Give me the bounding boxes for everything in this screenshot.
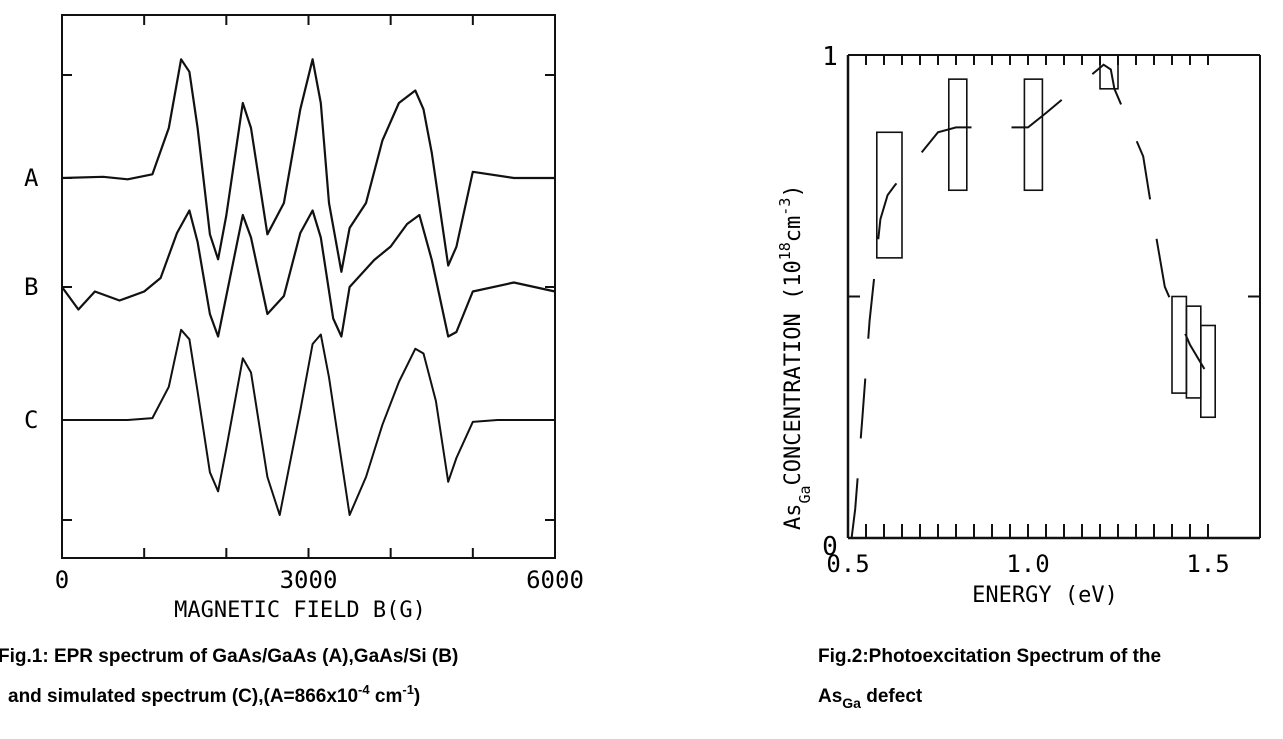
photo-curve-line (850, 63, 1206, 539)
photo-curve (850, 63, 1206, 539)
epr-series-a-label: A (24, 164, 39, 192)
photo-x-tick-label: 1.0 (1006, 550, 1049, 578)
photo-tick-marks (848, 55, 1260, 538)
epr-series-labels: A B C (24, 164, 39, 434)
caption-close: ) (414, 686, 420, 707)
epr-series-c-label: C (24, 406, 38, 434)
photo-error-box (875, 131, 903, 259)
photoexcitation-chart: 0.5 1.0 1.5 01 ENERGY (eV) AsGaCONCENTRATI… (776, 42, 1261, 711)
photo-y-tick-label: 0 (822, 532, 838, 562)
photo-error-box (1171, 295, 1188, 394)
epr-x-axis-label: MAGNETIC FIELD B(G) (174, 598, 426, 623)
epr-plot-frame (61, 14, 556, 559)
epr-series-lines (61, 58, 556, 516)
photo-error-box (1099, 54, 1119, 90)
photo-error-box (947, 78, 968, 192)
y-label-cm: cm (781, 216, 806, 243)
caption-unit: cm (370, 686, 403, 707)
photo-x-tick-label: 1.5 (1186, 550, 1229, 578)
y-label-close: ) (781, 184, 806, 197)
caption-unit-exponent: -1 (402, 682, 414, 697)
caption-as: As (818, 686, 842, 707)
y-label-concentration: CONCENTRATION (10 (781, 260, 806, 485)
photo-x-tick-label: 0.5 (826, 550, 869, 578)
photo-caption-line2: AsGa defect (818, 686, 923, 711)
y-label-cm-exp: -3 (776, 198, 794, 216)
caption-defect: defect (861, 686, 923, 707)
epr-caption-line1: Fig.1: EPR spectrum of GaAs/GaAs (A),GaA… (0, 646, 458, 667)
epr-series-b-label: B (24, 273, 38, 301)
y-label-exp: 18 (776, 242, 794, 260)
epr-x-tick-label: 3000 (280, 566, 338, 594)
caption-ga: Ga (842, 695, 861, 711)
photo-x-axis-label: ENERGY (eV) (972, 583, 1118, 608)
epr-series-a-line (61, 58, 555, 273)
caption-exponent: -4 (358, 682, 370, 697)
epr-caption-line2: and simulated spectrum (C),(A=866x10-4 c… (8, 682, 420, 707)
y-label-as: As (781, 504, 806, 531)
photo-y-tick-label: 1 (822, 42, 838, 72)
epr-x-tick-label: 0 (55, 566, 69, 594)
epr-chart: 0 3000 6000 A B C MAGNETIC FIELD B(G) Fig.1:… (0, 14, 584, 707)
photo-error-box (1023, 78, 1044, 192)
epr-x-tick-label: 6000 (526, 566, 584, 594)
epr-series-b-line (61, 209, 556, 338)
caption-text: and simulated spectrum (C),(A=866x10 (8, 686, 358, 707)
epr-series-c-line (62, 328, 555, 516)
photo-y-axis-label: AsGaCONCENTRATION (1018cm-3) (776, 184, 814, 530)
photo-caption-line1: Fig.2:Photoexcitation Spectrum of the (818, 646, 1161, 667)
photo-x-tick-labels: 0.5 1.0 1.5 (826, 550, 1229, 578)
photo-y-tick-labels: 01 (822, 42, 838, 562)
photo-error-box (1200, 324, 1217, 419)
epr-tick-marks (62, 15, 555, 558)
y-label-ga: Ga (796, 485, 814, 503)
photo-data-boxes (875, 54, 1217, 419)
epr-x-tick-labels: 0 3000 6000 (55, 566, 584, 594)
